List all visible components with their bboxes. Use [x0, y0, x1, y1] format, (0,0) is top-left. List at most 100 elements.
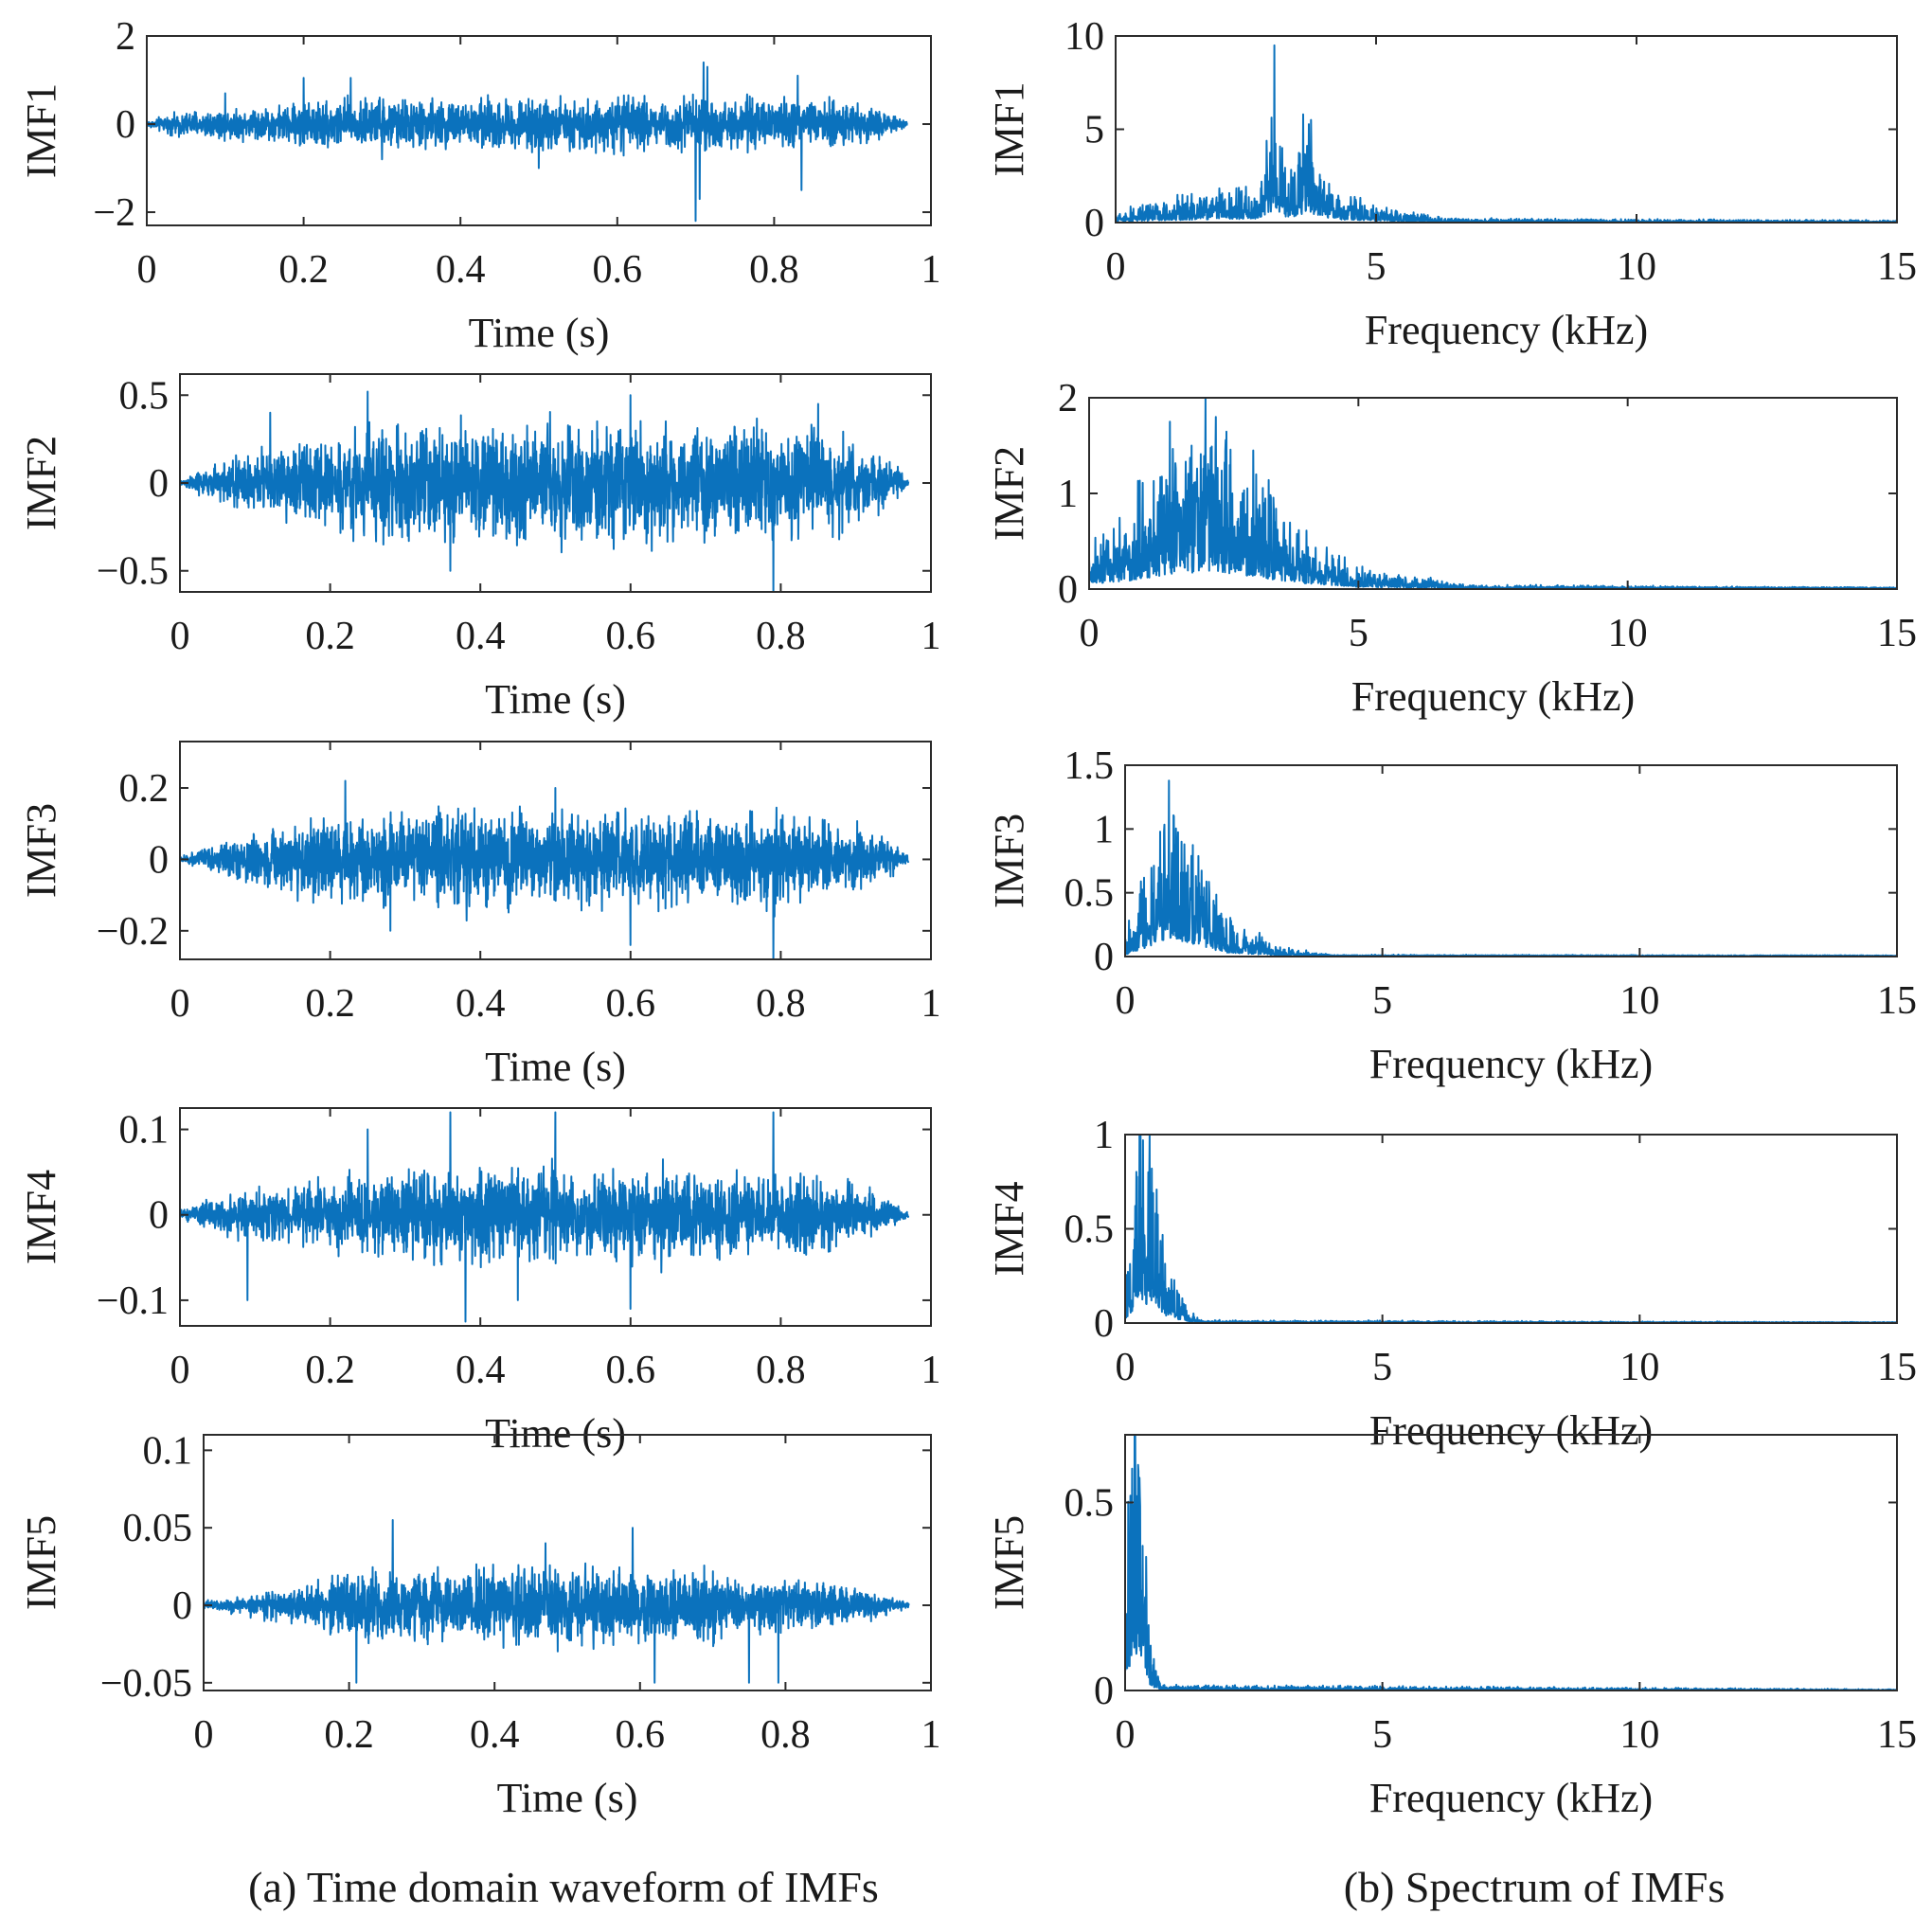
time-imf1-xlabel: Time (s) — [469, 310, 610, 356]
time-imf4-xtick-label: 0.6 — [606, 1349, 656, 1392]
time-imf1-xtick-label: 0.4 — [436, 248, 486, 292]
spec-imf5-ytick-label: 0.5 — [1064, 1481, 1115, 1525]
spec-imf5-xtick-label: 10 — [1619, 1713, 1659, 1757]
time-imf2-xtick-label: 0 — [170, 615, 190, 658]
time-imf5-ytick-label: 0 — [172, 1584, 192, 1628]
time-imf5-ytick-label: 0.05 — [123, 1507, 193, 1550]
time-imf1-xtick-label: 0.8 — [749, 248, 799, 292]
spec-imf1-ylabel: IMF1 — [986, 81, 1032, 176]
time-imf5-axes-frame — [203, 1434, 932, 1691]
spec-imf4-axes-frame — [1124, 1134, 1898, 1324]
spec-imf5-ylabel: IMF5 — [986, 1515, 1032, 1610]
spec-imf5-ytick-label: 0 — [1094, 1670, 1114, 1713]
spec-imf4-series-line — [1124, 1134, 1898, 1324]
spec-imf1-xtick-label: 0 — [1106, 245, 1126, 289]
spec-imf1-xtick-label: 5 — [1367, 245, 1386, 289]
time-imf4-ylabel: IMF4 — [18, 1170, 64, 1264]
time-imf2-ytick-label: −0.5 — [97, 550, 169, 594]
spec-imf1-xtick-label: 15 — [1877, 245, 1917, 289]
time-imf2-ytick-label: 0 — [149, 462, 169, 506]
time-imf4-series-line — [179, 1111, 910, 1323]
spec-imf3-panel: 0 5 10 15 0 0.5 1 1.5 Frequency (kHz) IMF3 — [986, 744, 1917, 1087]
spec-imf2-panel: 0 5 10 15 0 1 2 Frequency (kHz) IMF2 — [986, 377, 1917, 720]
spec-imf4-xtick-label: 0 — [1116, 1346, 1136, 1389]
time-imf2-xtick-label: 0.4 — [456, 615, 506, 658]
spec-imf2-xtick-label: 10 — [1608, 612, 1648, 655]
spec-imf5-xtick-label: 5 — [1372, 1713, 1392, 1757]
time-imf4-ytick-label: 0.1 — [119, 1109, 170, 1153]
time-imf3-ytick-label: −0.2 — [97, 910, 169, 954]
spec-imf5-axes-frame — [1124, 1434, 1898, 1691]
spec-imf3-ytick-label: 0 — [1094, 936, 1114, 979]
spec-imf2-xtick-label: 0 — [1080, 612, 1100, 655]
time-imf5-ytick-label: −0.05 — [100, 1662, 192, 1706]
time-imf1-ytick-label: 0 — [116, 103, 135, 147]
spec-imf4-ytick-label: 0 — [1094, 1302, 1114, 1346]
spec-imf1-xtick-label: 10 — [1617, 245, 1656, 289]
spec-imf2-ytick-label: 0 — [1058, 568, 1078, 612]
spec-imf1-ytick-label: 5 — [1084, 109, 1104, 152]
time-imf1-ytick-label: 2 — [116, 15, 135, 59]
spec-imf3-xtick-label: 0 — [1116, 979, 1136, 1023]
time-imf5-xtick-label: 0.2 — [324, 1713, 374, 1757]
spec-imf3-ytick-label: 1.5 — [1064, 744, 1115, 788]
time-imf2-series-line — [179, 390, 910, 593]
time-imf5-xtick-label: 0.8 — [760, 1713, 811, 1757]
time-imf1-axes-frame — [146, 35, 932, 226]
time-imf1-xtick-label: 0.6 — [593, 248, 643, 292]
spec-imf3-xlabel: Frequency (kHz) — [1369, 1041, 1653, 1087]
time-imf2-xtick-label: 0.6 — [606, 615, 656, 658]
time-imf4-axes-frame — [179, 1107, 932, 1327]
time-imf5-xlabel: Time (s) — [497, 1775, 638, 1821]
time-imf2-xtick-label: 1 — [921, 615, 941, 658]
spec-imf3-xtick-label: 5 — [1372, 979, 1392, 1023]
time-imf3-xtick-label: 0.2 — [305, 982, 355, 1026]
spec-imf2-ylabel: IMF2 — [986, 446, 1032, 541]
spec-imf3-axes-frame — [1124, 764, 1898, 957]
time-imf1-xtick-label: 1 — [921, 248, 941, 292]
time-imf3-xtick-label: 1 — [921, 982, 941, 1026]
time-imf2-ytick-label: 0.5 — [119, 374, 170, 418]
time-imf3-xlabel: Time (s) — [485, 1044, 626, 1090]
time-imf4-xtick-label: 0.4 — [456, 1349, 506, 1392]
spec-imf4-panel: 0 5 10 15 0 0.5 1 Frequency (kHz) IMF4 — [986, 1114, 1917, 1454]
time-imf5-xtick-label: 0.6 — [616, 1713, 666, 1757]
time-imf3-ytick-label: 0.2 — [119, 767, 170, 811]
spec-imf3-ytick-label: 0.5 — [1064, 872, 1115, 916]
time-imf1-ytick-label: −2 — [93, 191, 135, 235]
spec-imf5-xtick-label: 0 — [1116, 1713, 1136, 1757]
spec-imf5-xtick-label: 15 — [1877, 1713, 1917, 1757]
time-imf3-ylabel: IMF3 — [18, 803, 64, 898]
time-imf4-xtick-label: 0.8 — [756, 1349, 806, 1392]
spec-imf1-xlabel: Frequency (kHz) — [1365, 307, 1648, 353]
spec-imf4-ytick-label: 0.5 — [1064, 1208, 1115, 1252]
spec-imf2-ytick-label: 1 — [1058, 473, 1078, 516]
spec-imf4-xtick-label: 10 — [1619, 1346, 1659, 1389]
time-imf2-xlabel: Time (s) — [485, 676, 626, 723]
time-imf3-ytick-label: 0 — [149, 838, 169, 882]
spec-imf4-ylabel: IMF4 — [986, 1181, 1032, 1276]
spec-imf4-ytick-label: 1 — [1094, 1114, 1114, 1157]
spec-imf1-series-line — [1115, 44, 1898, 224]
time-imf3-series-line — [179, 779, 910, 960]
spec-imf2-xtick-label: 5 — [1349, 612, 1368, 655]
time-imf4-ytick-label: 0 — [149, 1194, 169, 1238]
time-imf4-xtick-label: 0 — [170, 1349, 190, 1392]
spec-imf3-xtick-label: 15 — [1877, 979, 1917, 1023]
caption-spectrum: (b) Spectrum of IMFs — [1344, 1863, 1725, 1911]
spec-imf1-ytick-label: 10 — [1064, 15, 1104, 59]
spec-imf1-panel: 0 5 10 15 0 5 10 Frequency (kHz) IMF1 — [986, 15, 1917, 353]
spec-imf2-xlabel: Frequency (kHz) — [1351, 673, 1635, 720]
time-imf2-xtick-label: 0.8 — [756, 615, 806, 658]
spec-imf3-ylabel: IMF3 — [986, 814, 1032, 908]
spec-imf3-series-line — [1124, 779, 1898, 957]
spec-imf2-ytick-label: 2 — [1058, 377, 1078, 420]
time-imf4-xtick-label: 0.2 — [305, 1349, 355, 1392]
spec-imf4-xlabel: Frequency (kHz) — [1369, 1407, 1653, 1454]
time-imf1-ylabel: IMF1 — [18, 83, 64, 178]
spec-imf1-axes-frame — [1115, 35, 1898, 224]
time-imf3-axes-frame — [179, 741, 932, 960]
